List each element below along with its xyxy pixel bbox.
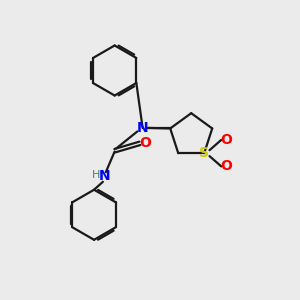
- Text: S: S: [199, 146, 209, 160]
- Text: O: O: [220, 159, 232, 173]
- Text: N: N: [137, 121, 148, 135]
- Text: O: O: [139, 136, 151, 150]
- Text: N: N: [98, 169, 110, 184]
- Text: O: O: [220, 133, 232, 147]
- Text: H: H: [92, 170, 100, 180]
